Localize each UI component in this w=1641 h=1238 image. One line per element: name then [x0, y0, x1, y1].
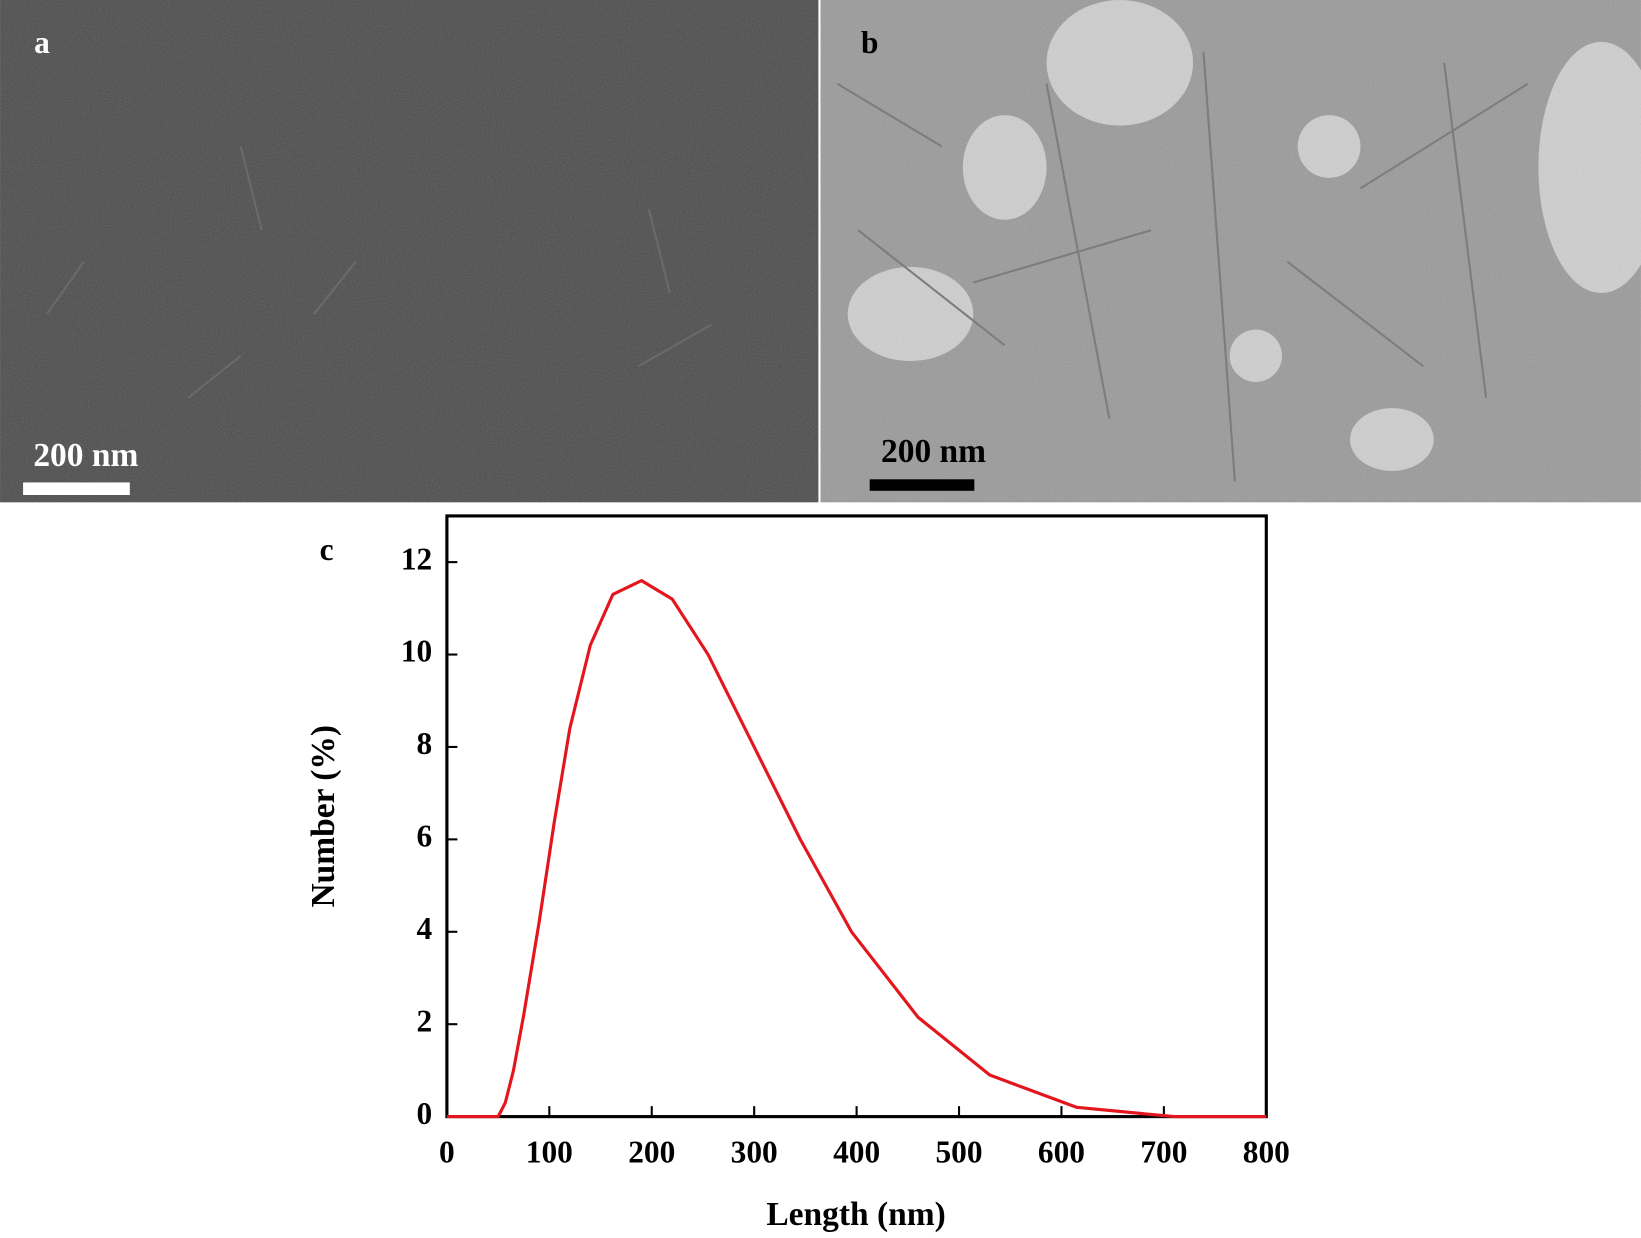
scale-bar-label: 200 nm	[881, 433, 986, 470]
panel-label: c	[320, 532, 334, 567]
x-axis-label: Length (nm)	[766, 1196, 945, 1233]
y-tick-label: 12	[401, 541, 432, 576]
y-tick-label: 6	[417, 819, 433, 854]
panel-label: a	[34, 25, 50, 60]
y-tick-label: 10	[401, 634, 432, 669]
x-tick-label: 800	[1243, 1135, 1290, 1170]
panel-a: a 200 nm	[0, 0, 819, 503]
x-tick-label: 300	[731, 1135, 778, 1170]
panel-label: b	[861, 25, 878, 60]
scale-bar-label: 200 nm	[33, 437, 138, 474]
image-noise	[0, 0, 819, 503]
y-tick-label: 0	[417, 1096, 433, 1131]
y-tick-label: 4	[417, 911, 433, 946]
scale-bar	[869, 479, 975, 491]
panel-b: b 200 nm	[820, 0, 1641, 503]
x-tick-label: 100	[526, 1135, 573, 1170]
x-tick-label: 400	[833, 1135, 880, 1170]
y-tick-label: 2	[417, 1003, 433, 1038]
y-tick-label: 8	[417, 726, 433, 761]
scale-bar	[23, 482, 130, 495]
x-tick-label: 700	[1140, 1135, 1187, 1170]
fibers	[836, 52, 1529, 482]
x-tick-label: 500	[935, 1135, 982, 1170]
x-tick-label: 600	[1038, 1135, 1085, 1170]
x-tick-label: 0	[439, 1135, 455, 1170]
fibers	[46, 146, 713, 399]
x-tick-label: 200	[628, 1135, 675, 1170]
chart: c Length (nm) Number (%) 0 100 200 300 400 50…	[305, 514, 1290, 1233]
plot-frame	[445, 514, 1268, 1119]
data-line	[446, 579, 1267, 1119]
y-axis-label: Number (%)	[305, 725, 342, 908]
